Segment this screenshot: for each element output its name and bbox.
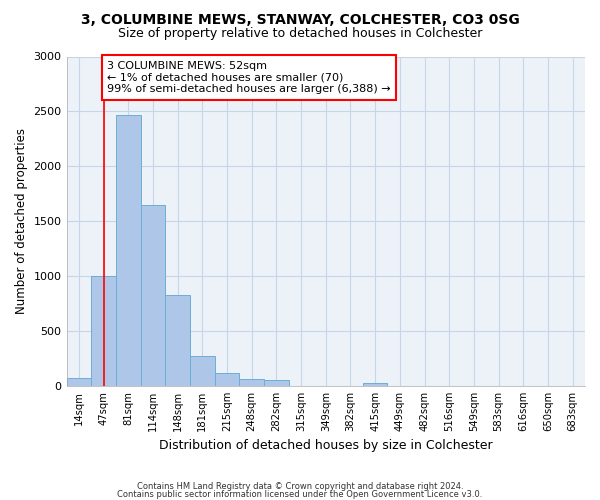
Bar (67, 378, 91, 386)
Y-axis label: Number of detached properties: Number of detached properties (15, 128, 28, 314)
Bar (190, 356, 215, 386)
Bar (140, 204, 165, 386)
Bar (363, 382, 388, 386)
Text: 3 COLUMBINE MEWS: 52sqm
← 1% of detached houses are smaller (70)
99% of semi-det: 3 COLUMBINE MEWS: 52sqm ← 1% of detached… (107, 61, 391, 94)
X-axis label: Distribution of detached houses by size in Colchester: Distribution of detached houses by size … (159, 440, 493, 452)
Bar (239, 380, 264, 386)
Bar (215, 373, 239, 386)
Bar (264, 380, 289, 386)
Text: Contains public sector information licensed under the Open Government Licence v3: Contains public sector information licen… (118, 490, 482, 499)
Bar (91, 276, 116, 386)
Bar (116, 114, 140, 386)
Text: Size of property relative to detached houses in Colchester: Size of property relative to detached ho… (118, 28, 482, 40)
Bar (165, 295, 190, 386)
Text: Contains HM Land Registry data © Crown copyright and database right 2024.: Contains HM Land Registry data © Crown c… (137, 482, 463, 491)
Text: 3, COLUMBINE MEWS, STANWAY, COLCHESTER, CO3 0SG: 3, COLUMBINE MEWS, STANWAY, COLCHESTER, … (80, 12, 520, 26)
